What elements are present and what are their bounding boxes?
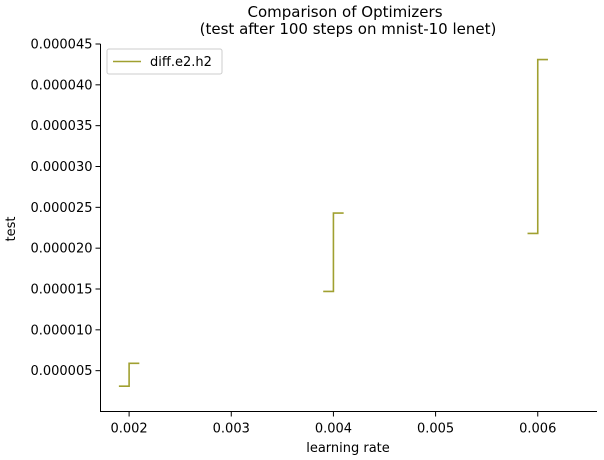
series-step-1 bbox=[323, 212, 344, 293]
y-tick-label: 0.000035 bbox=[30, 119, 92, 134]
legend: diff.e2.h2 bbox=[106, 48, 223, 75]
y-ticks: 0.000005 0.000010 0.000015 0.000020 0.000025… bbox=[30, 38, 101, 379]
y-tick-label: 0.000005 bbox=[30, 364, 92, 379]
y-tick-label: 0.000040 bbox=[30, 78, 92, 93]
y-axis-label: test bbox=[4, 217, 19, 242]
chart-title: Comparison of Optimizers bbox=[247, 3, 442, 21]
series-step-0 bbox=[118, 362, 140, 387]
legend-frame bbox=[106, 48, 223, 75]
y-tick-label: 0.000025 bbox=[30, 201, 92, 216]
y-tick-label: 0.000020 bbox=[30, 242, 92, 257]
legend-label: diff.e2.h2 bbox=[150, 55, 212, 70]
series-step-2 bbox=[527, 58, 548, 235]
x-tick-label: 0.003 bbox=[213, 422, 250, 437]
x-tick-label: 0.006 bbox=[519, 422, 556, 437]
x-tick-label: 0.002 bbox=[110, 422, 147, 437]
x-axis-label: learning rate bbox=[306, 441, 390, 456]
chart-subtitle: (test after 100 steps on mnist-10 lenet) bbox=[200, 20, 497, 38]
y-tick-label: 0.000030 bbox=[30, 160, 92, 175]
y-tick-label: 0.000010 bbox=[30, 323, 92, 338]
x-tick-label: 0.005 bbox=[417, 422, 454, 437]
x-tick-label: 0.004 bbox=[315, 422, 352, 437]
y-tick-label: 0.000045 bbox=[30, 38, 92, 53]
x-ticks: 0.002 0.003 0.004 0.005 0.006 bbox=[110, 411, 556, 437]
plot-area bbox=[118, 58, 548, 387]
y-tick-label: 0.000015 bbox=[30, 283, 92, 298]
